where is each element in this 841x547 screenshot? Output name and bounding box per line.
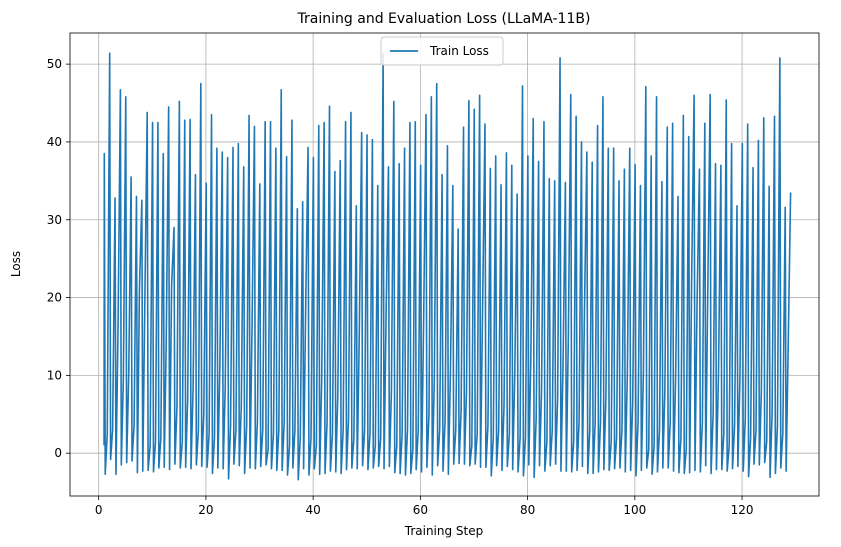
x-tick-label: 100 xyxy=(623,503,646,517)
y-tick-label: 10 xyxy=(47,368,62,382)
train-loss-line xyxy=(103,52,792,481)
legend: Train Loss xyxy=(380,36,504,66)
x-tick-label: 80 xyxy=(520,503,535,517)
x-tick-label: 40 xyxy=(306,503,321,517)
y-tick-label: 50 xyxy=(47,57,62,71)
x-tick-label: 60 xyxy=(413,503,428,517)
legend-box xyxy=(380,36,504,66)
y-axis-ticks: 0 10 20 30 40 50 xyxy=(47,57,70,460)
x-axis-ticks: 0 20 40 60 80 100 120 xyxy=(95,496,754,517)
y-axis-label: Loss xyxy=(9,251,23,277)
chart-title: Training and Evaluation Loss (LLaMA-11B) xyxy=(297,11,591,27)
x-tick-label: 120 xyxy=(731,503,754,517)
legend-label-train-loss: Train Loss xyxy=(429,44,489,58)
y-tick-label: 40 xyxy=(47,135,62,149)
x-tick-label: 20 xyxy=(198,503,213,517)
x-tick-label: 0 xyxy=(95,503,103,517)
y-tick-label: 20 xyxy=(47,291,62,305)
y-tick-label: 30 xyxy=(47,213,62,227)
plot-frame xyxy=(69,32,820,497)
y-tick-label: 0 xyxy=(54,446,62,460)
x-axis-label: Training Step xyxy=(404,524,484,538)
